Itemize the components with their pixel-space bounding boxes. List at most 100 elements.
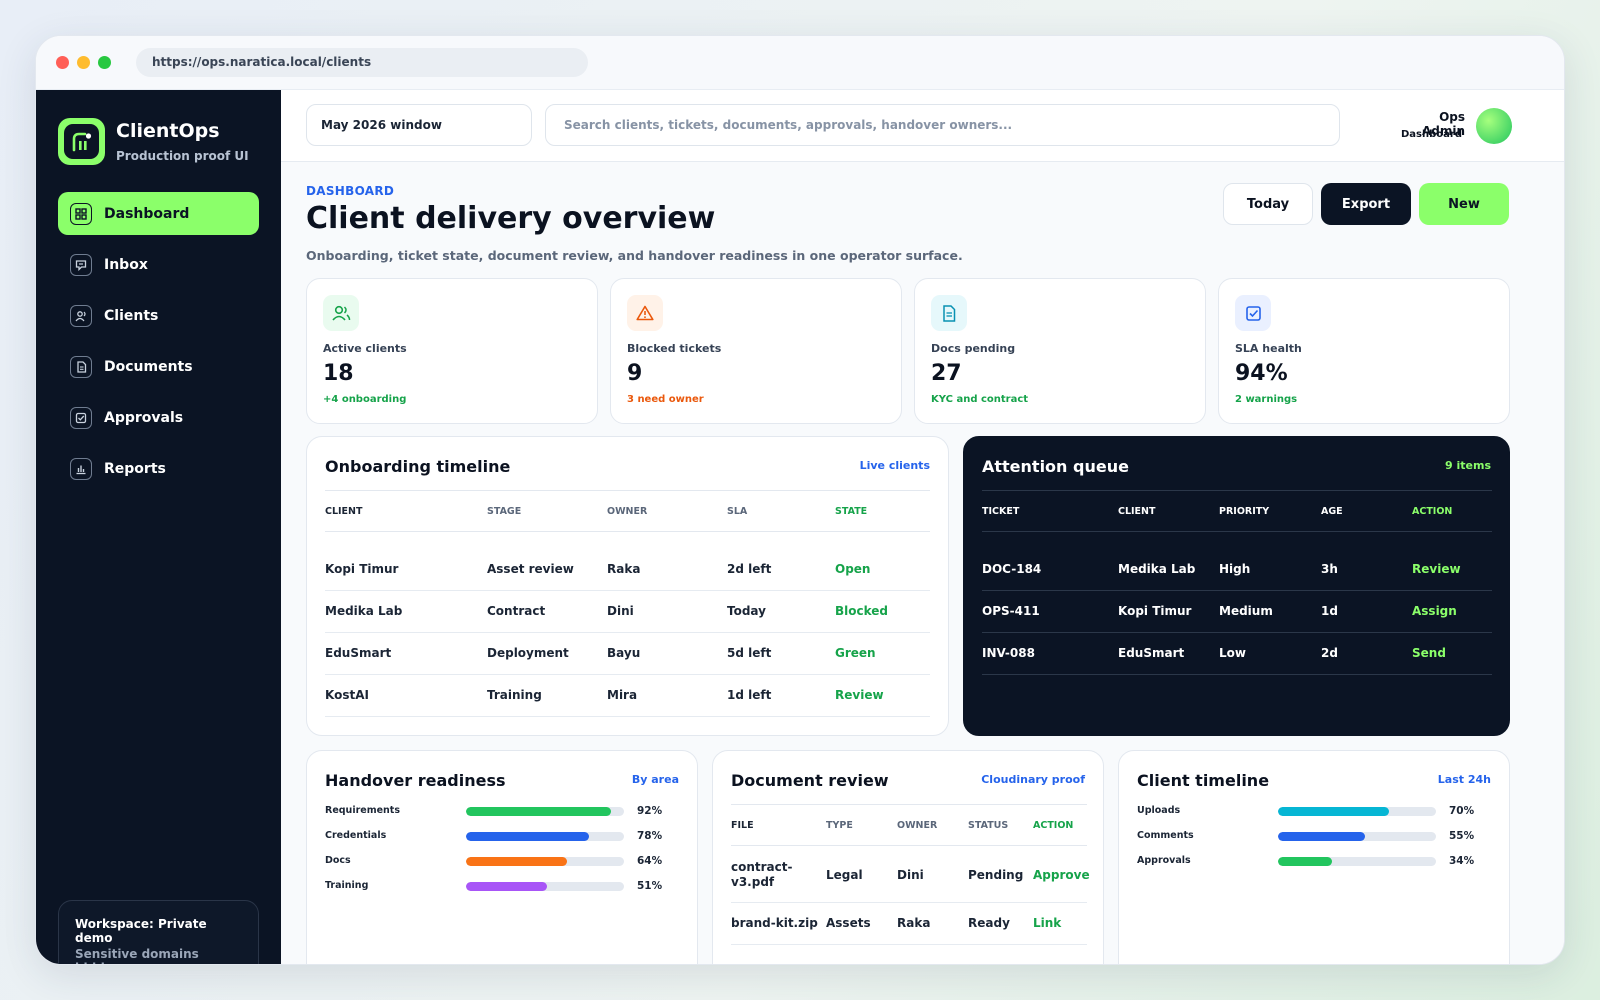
link-action-link[interactable]: Link (1033, 916, 1062, 930)
cell-state[interactable]: Blocked (835, 604, 889, 618)
cell-owner: Mira (607, 688, 638, 702)
stat-card-blocked-tickets[interactable]: Blocked tickets 9 3 need owner (610, 278, 902, 424)
by-area-link[interactable]: By area (631, 773, 679, 786)
queue-count-badge: 9 items (1445, 459, 1491, 472)
column-header[interactable]: ACTION (1033, 820, 1074, 831)
column-header[interactable]: TICKET (982, 506, 1020, 517)
sidebar-item-dashboard[interactable]: Dashboard (58, 192, 259, 235)
stat-value: 94% (1235, 361, 1288, 386)
cell-sla: 1d left (727, 688, 772, 702)
table-row[interactable]: contract-v3.pdf Legal Dini Pending Appro… (731, 847, 1090, 903)
assign-action-link[interactable]: Assign (1412, 604, 1457, 618)
workspace-card[interactable]: Workspace: Private demo Sensitive domain… (58, 900, 259, 964)
cell-owner: Dini (897, 868, 924, 882)
stat-card-active-clients[interactable]: Active clients 18 +4 onboarding (306, 278, 598, 424)
today-button[interactable]: Today (1223, 183, 1313, 225)
column-header[interactable]: FILE (731, 820, 754, 831)
progress-percent: 64% (637, 855, 663, 867)
document-icon (70, 355, 92, 378)
sidebar: ClientOps Production proof UI Dashboard … (36, 90, 281, 964)
progress-label: Uploads (1137, 805, 1181, 816)
document-icon (931, 295, 967, 331)
progress-label: Docs (325, 855, 351, 866)
inbox-icon (70, 253, 92, 276)
column-header[interactable]: TYPE (826, 820, 853, 831)
progress-track (466, 807, 624, 816)
column-header[interactable]: AGE (1321, 506, 1343, 517)
column-header[interactable]: OWNER (897, 820, 938, 831)
new-button[interactable]: New (1419, 183, 1509, 225)
topbar: May 2026 window Search clients, tickets,… (281, 90, 1564, 162)
breadcrumb[interactable]: DASHBOARD (306, 184, 395, 198)
stat-card-sla-health[interactable]: SLA health 94% 2 warnings (1218, 278, 1510, 424)
sidebar-item-reports[interactable]: Reports (58, 447, 259, 490)
maximize-window-button[interactable] (98, 56, 111, 69)
column-header[interactable]: STATE (835, 506, 868, 517)
minimize-window-button[interactable] (77, 56, 90, 69)
table-row[interactable]: Medika Lab Contract Dini Today Blocked (325, 591, 930, 633)
sidebar-item-documents[interactable]: Documents (58, 345, 259, 388)
search-input[interactable]: Search clients, tickets, documents, appr… (545, 104, 1340, 146)
onboarding-timeline-panel: Onboarding timeline Live clients CLIENT … (306, 436, 949, 736)
table-row[interactable]: brand-kit.zip Assets Raka Ready Link (731, 903, 1087, 945)
progress-track (466, 857, 624, 866)
cell-state[interactable]: Review (835, 688, 884, 702)
sidebar-item-approvals[interactable]: Approvals (58, 396, 259, 439)
column-header[interactable]: SLA (727, 506, 748, 517)
table-row[interactable]: DOC-184 Medika Lab High 3h Review (982, 549, 1492, 591)
progress-track (1278, 807, 1436, 816)
date-window-select[interactable]: May 2026 window (306, 104, 532, 146)
send-action-link[interactable]: Send (1412, 646, 1446, 660)
avatar[interactable] (1476, 108, 1512, 144)
progress-track (466, 882, 624, 891)
sidebar-item-inbox[interactable]: Inbox (58, 243, 259, 286)
cell-state[interactable]: Open (835, 562, 871, 576)
address-bar[interactable]: https://ops.naratica.local/clients (136, 48, 588, 77)
progress-row: Uploads 70% (1137, 803, 1497, 819)
export-button[interactable]: Export (1321, 183, 1411, 225)
browser-window: https://ops.naratica.local/clients Clien… (35, 35, 1565, 965)
users-icon (323, 295, 359, 331)
panel-title: Document review (731, 771, 889, 790)
cell-stage: Contract (487, 604, 546, 618)
check-square-icon (70, 406, 92, 429)
table-header: TICKET CLIENT PRIORITY AGE ACTION (982, 490, 1492, 532)
review-action-link[interactable]: Review (1412, 562, 1461, 576)
cell-ticket: OPS-411 (982, 604, 1040, 618)
cell-priority: Low (1219, 646, 1246, 660)
table-row[interactable]: INV-088 EduSmart Low 2d Send (982, 633, 1492, 675)
progress-percent: 70% (1449, 805, 1475, 817)
table-row[interactable]: Kopi Timur Asset review Raka 2d left Ope… (325, 549, 930, 591)
table-row[interactable]: KostAI Training Mira 1d left Review (325, 675, 930, 717)
cloudinary-proof-link[interactable]: Cloudinary proof (981, 773, 1085, 786)
stat-note: 2 warnings (1235, 394, 1298, 405)
stat-card-docs-pending[interactable]: Docs pending 27 KYC and contract (914, 278, 1206, 424)
approve-action-link[interactable]: Approve (1033, 868, 1090, 882)
column-header[interactable]: STAGE (487, 506, 522, 517)
table-row[interactable]: OPS-411 Kopi Timur Medium 1d Assign (982, 591, 1492, 633)
cell-priority: Medium (1219, 604, 1273, 618)
table-row[interactable]: EduSmart Deployment Bayu 5d left Green (325, 633, 930, 675)
stat-value: 9 (627, 361, 643, 386)
table-header: FILE TYPE OWNER STATUS ACTION (731, 804, 1087, 846)
column-header[interactable]: PRIORITY (1219, 506, 1270, 517)
column-header[interactable]: CLIENT (325, 506, 363, 517)
column-header[interactable]: CLIENT (1118, 506, 1156, 517)
attention-queue-panel: Attention queue 9 items TICKET CLIENT PR… (963, 436, 1510, 736)
panel-title: Client timeline (1137, 771, 1270, 790)
cell-file: brand-kit.zip (731, 916, 818, 930)
live-clients-link[interactable]: Live clients (859, 459, 930, 472)
sidebar-item-clients[interactable]: Clients (58, 294, 259, 337)
dashboard-icon (70, 202, 92, 225)
progress-fill (466, 857, 568, 866)
last-24h-link[interactable]: Last 24h (1437, 773, 1491, 786)
table-header: CLIENT STAGE OWNER SLA STATE (325, 490, 930, 532)
progress-label: Training (325, 880, 369, 891)
user-role: Dashboard (1401, 129, 1462, 140)
cell-state[interactable]: Green (835, 646, 876, 660)
warning-icon (627, 295, 663, 331)
column-header[interactable]: OWNER (607, 506, 648, 517)
close-window-button[interactable] (56, 56, 69, 69)
column-header[interactable]: ACTION (1412, 506, 1453, 517)
column-header[interactable]: STATUS (968, 820, 1009, 831)
